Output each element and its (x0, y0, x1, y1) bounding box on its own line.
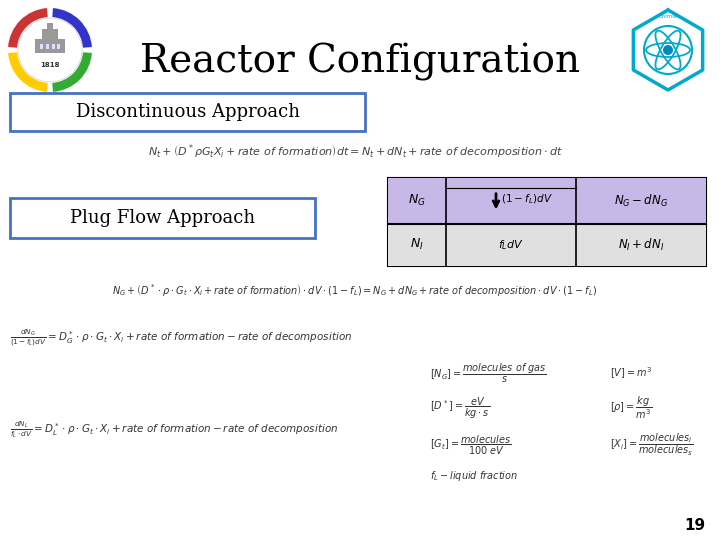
Bar (10, 93, 365, 131)
Bar (46, 44, 49, 49)
Text: $N_t + \left(D^*\rho G_t X_i + \mathit{rate\ of\ formation}\right)dt = N_t + dN_: $N_t + \left(D^*\rho G_t X_i + \mathit{r… (148, 143, 562, 161)
Text: $N_G$: $N_G$ (408, 193, 426, 208)
Text: Chimie: Chimie (658, 14, 678, 18)
Bar (388, 224, 706, 266)
Text: $\frac{dN_G}{(1-f_L)dV} = D_G^* \cdot \rho \cdot G_t \cdot X_i + \mathit{rate\ o: $\frac{dN_G}{(1-f_L)dV} = D_G^* \cdot \r… (10, 327, 352, 349)
Text: $[G_t] = \dfrac{molecules}{100\ eV}$: $[G_t] = \dfrac{molecules}{100\ eV}$ (430, 434, 512, 456)
Wedge shape (53, 52, 92, 92)
Text: $f_L - liquid\ fraction$: $f_L - liquid\ fraction$ (430, 469, 518, 483)
Bar (388, 178, 706, 266)
Text: Discontinuous Approach: Discontinuous Approach (76, 103, 300, 121)
Text: Plug Flow Approach: Plug Flow Approach (70, 209, 255, 227)
Wedge shape (8, 52, 48, 92)
Text: $\frac{dN_L}{f_L \cdot dV} = D_L^* \cdot \rho \cdot G_t \cdot X_i + \mathit{rate: $\frac{dN_L}{f_L \cdot dV} = D_L^* \cdot… (10, 420, 338, 441)
Bar (35, 39, 65, 53)
Circle shape (18, 18, 82, 82)
Text: $[N_G] = \dfrac{molecules\ of\ gas}{s}$: $[N_G] = \dfrac{molecules\ of\ gas}{s}$ (430, 361, 547, 384)
Bar (47, 23, 53, 29)
Text: Reactor Configuration: Reactor Configuration (140, 43, 580, 81)
Text: $[V] = m^3$: $[V] = m^3$ (610, 365, 652, 381)
Text: $N_G + \left(D^* \cdot \rho \cdot G_t \cdot X_i + \mathit{rate\ of\ formation}\r: $N_G + \left(D^* \cdot \rho \cdot G_t \c… (112, 282, 598, 298)
Circle shape (644, 26, 692, 74)
Text: 19: 19 (684, 517, 705, 532)
Wedge shape (53, 8, 92, 48)
Text: $N_G - dN_G$: $N_G - dN_G$ (614, 193, 668, 209)
Polygon shape (634, 10, 703, 90)
Text: 1818: 1818 (40, 62, 60, 68)
Bar (40, 44, 43, 49)
Bar (10, 198, 315, 238)
Text: $[D^*] = \dfrac{eV}{kg \cdot s}$: $[D^*] = \dfrac{eV}{kg \cdot s}$ (430, 395, 490, 421)
Bar (42, 29, 58, 39)
Wedge shape (8, 8, 48, 48)
Bar (57, 44, 60, 49)
Bar (388, 178, 706, 224)
Text: $N_I + dN_I$: $N_I + dN_I$ (618, 237, 665, 253)
Circle shape (663, 45, 673, 55)
Text: $(1-f_L)dV$: $(1-f_L)dV$ (501, 192, 553, 206)
Text: $[\rho] = \dfrac{kg}{m^3}$: $[\rho] = \dfrac{kg}{m^3}$ (610, 395, 652, 421)
Text: $[X_i] = \dfrac{molecules_i}{molecules_s}$: $[X_i] = \dfrac{molecules_i}{molecules_s… (610, 431, 694, 458)
Text: $f_L dV$: $f_L dV$ (498, 238, 524, 252)
Text: $N_I$: $N_I$ (410, 238, 424, 252)
Bar (52, 44, 55, 49)
